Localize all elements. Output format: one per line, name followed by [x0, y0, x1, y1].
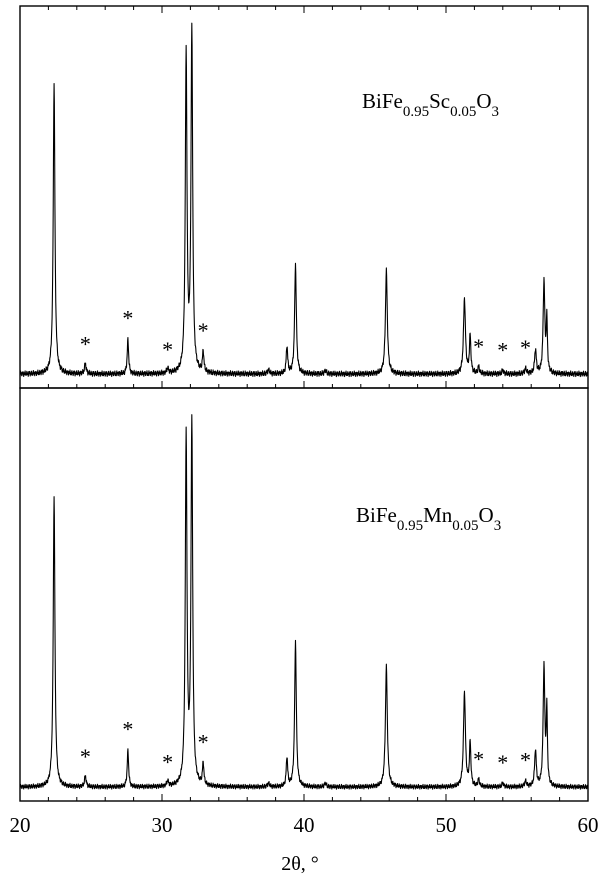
label-text: BiFe: [356, 503, 397, 527]
impurity-star-marker: *: [473, 334, 484, 359]
impurity-star-marker: *: [80, 744, 91, 769]
x-tick-label: 20: [10, 813, 31, 837]
diffraction-pattern-line: [19, 414, 589, 790]
label-text: BiFe: [362, 89, 403, 113]
impurity-star-marker: *: [122, 717, 133, 742]
composition-label: BiFe0.95Sc0.05O3: [362, 89, 499, 120]
impurity-star-marker: *: [122, 306, 133, 331]
label-subscript: 3: [494, 518, 502, 534]
impurity-star-marker: *: [162, 750, 173, 775]
panel-frame: [19, 387, 589, 802]
x-tick-label: 60: [578, 813, 599, 837]
x-tick-label: 50: [436, 813, 457, 837]
x-tick-labels: 20 30 40 50 60: [10, 813, 599, 837]
label-subscript: 0.95: [397, 518, 423, 534]
label-text: O: [476, 89, 491, 113]
label-text: Sc: [429, 89, 450, 113]
impurity-star-marker: *: [520, 335, 531, 360]
label-subscript: 0.05: [452, 518, 478, 534]
x-tick-label: 30: [152, 813, 173, 837]
impurity-star-marker: *: [80, 332, 91, 357]
panel-top: * * * * * * * BiFe0.95Sc0.05O3: [19, 5, 589, 389]
impurity-star-marker: *: [520, 748, 531, 773]
impurity-star-marker: *: [497, 337, 508, 362]
label-text: O: [479, 503, 494, 527]
x-axis-label: 2θ, °: [281, 853, 319, 875]
impurity-star-marker: *: [198, 729, 209, 754]
label-subscript: 3: [492, 104, 500, 120]
diffraction-pattern-line: [19, 22, 589, 378]
panels: ***** * *BiFe0.95Sc0.05O3***** * *BiFe0.95Mn…: [19, 5, 589, 802]
impurity-star-marker: *: [198, 318, 209, 343]
x-tick-label: 40: [294, 813, 315, 837]
label-subscript: 0.05: [450, 104, 476, 120]
panel-frame: [19, 5, 589, 389]
label-text: Mn: [423, 503, 453, 527]
panel-bottom: * * * * * * * BiFe0.95Mn0.05O3: [19, 387, 589, 802]
impurity-star-marker: *: [473, 746, 484, 771]
impurity-star-marker: *: [162, 337, 173, 362]
impurity-star-marker: *: [497, 750, 508, 775]
composition-label: BiFe0.95Mn0.05O3: [356, 503, 501, 534]
label-subscript: 0.95: [403, 104, 429, 120]
